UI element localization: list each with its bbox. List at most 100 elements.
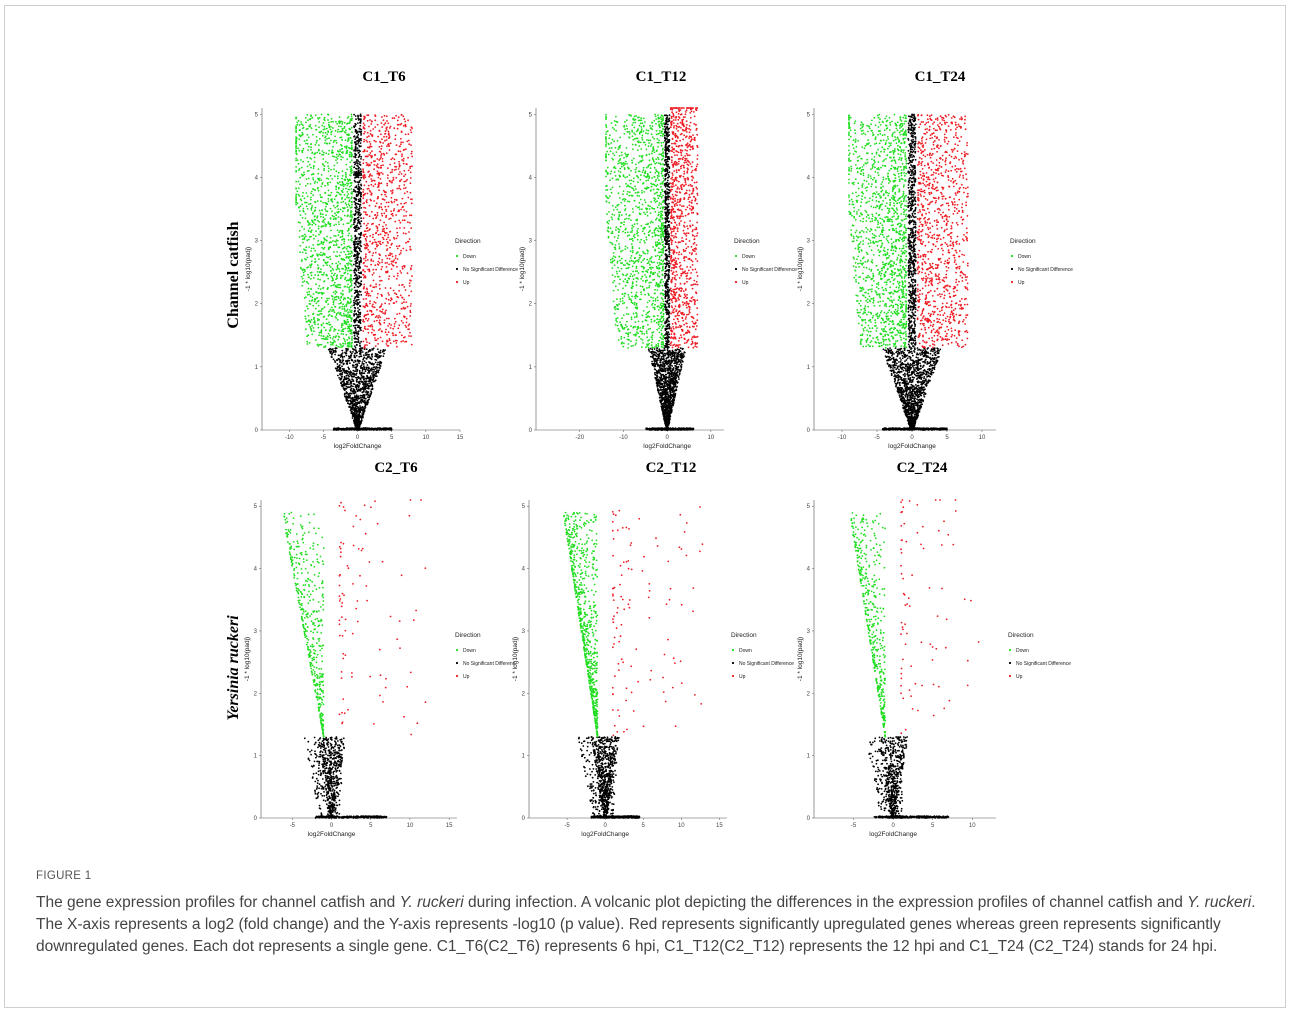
up-point <box>380 206 383 209</box>
up-point <box>366 243 369 246</box>
down-point <box>319 278 321 281</box>
down-point <box>346 206 349 208</box>
nosig-point <box>358 153 361 156</box>
down-point <box>332 279 335 281</box>
nosig-point <box>354 352 357 354</box>
down-point <box>336 267 339 270</box>
down-point <box>313 210 316 213</box>
nosig-point <box>341 352 344 354</box>
up-point <box>367 163 369 165</box>
down-point <box>310 173 313 176</box>
nosig-point <box>354 230 356 233</box>
up-point <box>394 220 397 223</box>
nosig-point <box>361 400 364 403</box>
down-point <box>333 198 336 200</box>
down-point <box>317 149 320 152</box>
nosig-point <box>377 357 379 359</box>
down-point <box>334 217 337 220</box>
nosig-point <box>356 253 359 256</box>
nosig-point <box>335 367 338 370</box>
down-point <box>351 154 353 156</box>
down-point <box>321 307 324 310</box>
down-point <box>338 312 341 315</box>
x-axis-title: log2FoldChange <box>334 443 382 450</box>
down-point <box>326 162 329 164</box>
down-point <box>310 330 313 332</box>
down-point <box>322 164 325 166</box>
down-point <box>337 221 340 223</box>
nosig-point <box>356 224 358 227</box>
down-point <box>331 262 334 265</box>
down-point <box>344 179 347 182</box>
nosig-point <box>381 351 384 353</box>
down-point <box>340 201 343 204</box>
x-tick-label: 15 <box>457 435 464 441</box>
nosig-point <box>353 402 356 405</box>
nosig-point <box>357 221 360 223</box>
down-point <box>337 208 340 210</box>
down-point <box>317 323 319 326</box>
nosig-point <box>376 366 379 369</box>
up-point <box>378 223 381 226</box>
nosig-point <box>354 150 357 152</box>
nosig-point <box>330 350 333 353</box>
up-point <box>375 164 378 167</box>
nosig-point <box>353 389 355 391</box>
up-point <box>379 240 381 243</box>
up-point <box>385 115 388 118</box>
down-point <box>335 275 338 278</box>
nosig-point <box>359 241 362 243</box>
down-point <box>337 335 340 338</box>
up-point <box>392 209 395 212</box>
nosig-point <box>667 139 669 141</box>
down-point <box>318 144 320 147</box>
down-point <box>298 129 301 132</box>
nosig-point <box>355 197 357 200</box>
down-point <box>295 193 297 196</box>
up-point <box>410 152 413 155</box>
down-point <box>332 310 335 312</box>
down-point <box>350 320 353 322</box>
nosig-point <box>353 400 355 402</box>
down-point <box>330 229 332 232</box>
up-point <box>372 279 375 282</box>
down-point <box>347 208 350 211</box>
down-point <box>295 127 297 130</box>
up-point <box>380 268 383 271</box>
up-point <box>394 334 397 336</box>
down-point <box>306 343 309 345</box>
up-point <box>410 268 412 271</box>
nosig-point <box>338 377 340 379</box>
up-point <box>395 277 398 280</box>
down-point <box>304 117 307 119</box>
down-point <box>351 131 353 133</box>
up-point <box>372 185 375 187</box>
up-point <box>362 298 365 300</box>
down-point <box>302 241 304 244</box>
down-point <box>326 133 329 136</box>
down-point <box>332 204 335 207</box>
down-point <box>318 285 321 287</box>
down-point <box>321 337 323 340</box>
nosig-point <box>354 324 357 327</box>
up-point <box>410 290 413 293</box>
down-point <box>330 315 333 317</box>
up-point <box>370 180 373 183</box>
down-point <box>312 234 315 236</box>
down-point <box>326 288 329 291</box>
nosig-point <box>336 359 338 361</box>
down-point <box>296 159 299 161</box>
down-point <box>297 162 300 165</box>
nosig-point <box>337 357 340 360</box>
up-point <box>376 158 379 160</box>
up-point <box>388 127 391 129</box>
nosig-point <box>360 145 362 148</box>
nosig-point <box>653 348 656 350</box>
up-point <box>369 294 372 297</box>
nosig-point <box>347 393 350 395</box>
up-point <box>363 283 366 286</box>
down-point <box>319 312 322 315</box>
nosig-point <box>356 298 359 301</box>
up-point <box>380 293 383 296</box>
nosig-point <box>355 408 358 410</box>
